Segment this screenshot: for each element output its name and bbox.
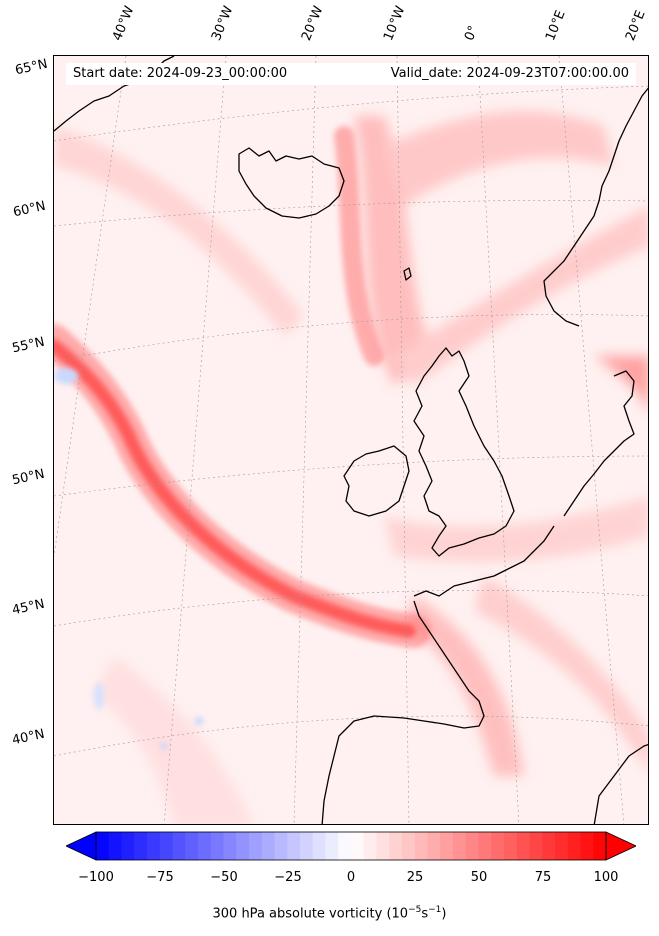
colorbar-step: [491, 832, 505, 860]
colorbar-step: [567, 832, 581, 860]
lat-label-65n: 65°N: [13, 56, 49, 79]
colorbar-step: [402, 832, 416, 860]
colorbar-tick-label: −100: [78, 870, 114, 885]
colorbar-step: [198, 832, 212, 860]
colorbar: [66, 831, 636, 861]
lat-label-45n: 45°N: [10, 596, 46, 619]
colorbar-step: [427, 832, 441, 860]
colorbar-tick-label: 75: [534, 870, 552, 885]
colorbar-label-exp2: −1: [428, 905, 442, 915]
graticule: [54, 56, 648, 824]
colorbar-step: [108, 832, 122, 860]
colorbar-label: 300 hPa absolute vorticity (10−5s−1): [0, 905, 659, 921]
colorbar-step: [338, 832, 352, 860]
lat-label-50n: 50°N: [10, 466, 46, 489]
colorbar-step: [351, 832, 365, 860]
header-band: [66, 63, 636, 85]
lat-label-60n: 60°N: [11, 198, 47, 221]
colorbar-step: [121, 832, 135, 860]
colorbar-step: [529, 832, 543, 860]
colorbar-step: [389, 832, 403, 860]
colorbar-step: [325, 832, 339, 860]
colorbar-step: [185, 832, 199, 860]
start-date-label: Start date: 2024-09-23_00:00:00: [73, 66, 288, 81]
colorbar-tick-label: 50: [470, 870, 488, 885]
colorbar-step: [312, 832, 326, 860]
colorbar-label-exp1: −5: [408, 905, 422, 915]
vorticity-map: [54, 56, 648, 824]
lat-label-40n: 40°N: [10, 726, 46, 749]
colorbar-label-suffix: ): [441, 906, 447, 922]
colorbar-step: [236, 832, 250, 860]
colorbar-step: [210, 832, 224, 860]
colorbar-step: [223, 832, 237, 860]
colorbar-tick-label: 100: [593, 870, 619, 885]
colorbar-steps: [96, 832, 607, 860]
colorbar-step: [593, 832, 607, 860]
colorbar-step: [376, 832, 390, 860]
coastlines: [54, 56, 648, 824]
colorbar-step: [172, 832, 186, 860]
lat-label-55n: 55°N: [10, 334, 46, 357]
colorbar-tick-label: −25: [274, 870, 302, 885]
colorbar-step: [478, 832, 492, 860]
colorbar-step: [363, 832, 377, 860]
colorbar-step: [274, 832, 288, 860]
colorbar-step: [414, 832, 428, 860]
negative-vorticity-patches: [54, 368, 203, 749]
lon-label-40w: 40°W: [110, 4, 138, 43]
colorbar-max-arrow: [605, 831, 636, 861]
lon-label-10e: 10°E: [543, 8, 569, 43]
colorbar-frame: [95, 831, 607, 861]
colorbar-step: [96, 832, 110, 860]
colorbar-tick-label: −50: [210, 870, 238, 885]
colorbar-step: [261, 832, 275, 860]
lon-label-10w: 10°W: [381, 4, 409, 43]
colorbar-label-prefix: 300 hPa absolute vorticity (10: [212, 906, 409, 922]
colorbar-step: [159, 832, 173, 860]
colorbar-min-arrow: [66, 831, 97, 861]
colorbar-step: [453, 832, 467, 860]
colorbar-step: [580, 832, 594, 860]
colorbar-step: [300, 832, 314, 860]
colorbar-tick-label: 25: [406, 870, 424, 885]
lon-label-20w: 20°W: [299, 4, 327, 43]
colorbar-step: [542, 832, 556, 860]
lon-label-30w: 30°W: [209, 4, 237, 43]
map-panel: [53, 55, 649, 825]
colorbar-step: [555, 832, 569, 860]
colorbar-step: [134, 832, 148, 860]
colorbar-step: [147, 832, 161, 860]
valid-date-label: Valid_date: 2024-09-23T07:00:00.00: [390, 66, 629, 81]
colorbar-step: [287, 832, 301, 860]
colorbar-tick-label: 0: [346, 870, 356, 885]
lon-label-0: 0°: [462, 23, 482, 43]
colorbar-step: [516, 832, 530, 860]
colorbar-step: [249, 832, 263, 860]
colorbar-step: [465, 832, 479, 860]
colorbar-label-mid: s: [421, 906, 429, 922]
vorticity-field: [54, 111, 648, 824]
colorbar-tick-label: −75: [146, 870, 174, 885]
lon-label-20e: 20°E: [623, 8, 649, 43]
colorbar-step: [440, 832, 454, 860]
jet-streak: [54, 126, 431, 648]
colorbar-step: [504, 832, 518, 860]
